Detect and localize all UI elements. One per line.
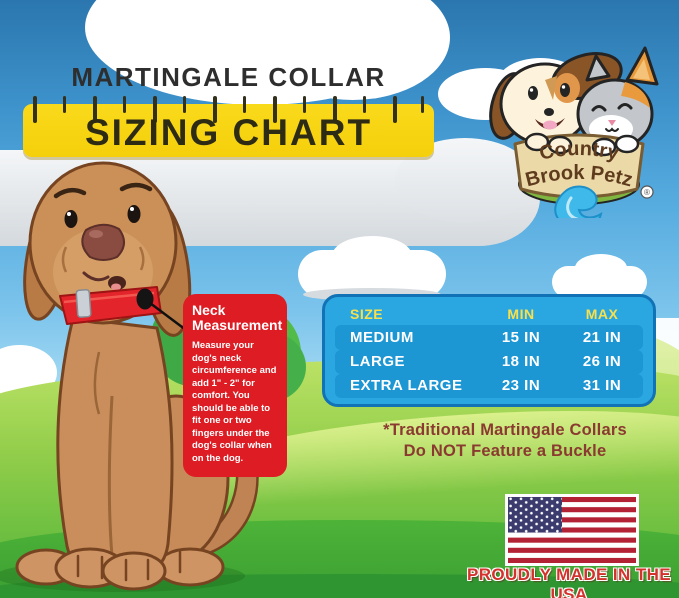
dog-eye-right	[127, 205, 141, 223]
ruler-tick	[33, 96, 37, 123]
buckle-note: *Traditional Martingale Collars Do NOT F…	[345, 420, 665, 462]
sizing-table: SIZE MIN MAX MEDIUM 15 IN 21 IN LARGE 18…	[322, 294, 656, 407]
ruler-tick	[93, 96, 97, 123]
table-row: LARGE 18 IN 26 IN	[335, 349, 643, 374]
cell-min: 23 IN	[501, 377, 541, 395]
ruler-tick	[273, 96, 277, 123]
callout-title: Neck Measurement	[192, 302, 283, 334]
collar-ring	[136, 288, 154, 310]
logo-cat-ear-left-icon	[585, 54, 611, 82]
ruler-title: SIZING CHART	[84, 112, 373, 153]
ruler-tick	[63, 96, 66, 113]
ruler-banner: SIZING CHART	[23, 96, 434, 157]
cloud-mid-sky-lump	[332, 236, 412, 276]
dog-nose	[81, 223, 125, 261]
column-header-min: MIN	[507, 305, 535, 322]
ruler-tick	[333, 96, 337, 123]
table-header-row: SIZE MIN MAX	[335, 302, 643, 325]
ruler-tick	[153, 96, 157, 123]
dog-body	[56, 316, 174, 571]
ruler-tick	[393, 96, 397, 123]
dog-tongue	[111, 283, 121, 291]
cell-min: 18 IN	[501, 353, 541, 371]
cell-size: LARGE	[350, 353, 405, 371]
cell-max: 26 IN	[582, 353, 622, 371]
ruler-tick	[363, 96, 366, 113]
ruler-tick	[303, 96, 306, 113]
note-line-2: Do NOT Feature a Buckle	[403, 442, 607, 461]
cell-max: 31 IN	[582, 377, 622, 395]
column-header-size: SIZE	[350, 305, 384, 322]
made-in-usa-label: PROUDLY MADE IN THE USA	[466, 565, 672, 598]
cloud-top-lump	[255, 0, 450, 100]
us-flag	[505, 494, 639, 566]
neck-measurement-callout: Neck Measurement Measure your dog's neck…	[183, 294, 287, 477]
collar-tag	[75, 288, 92, 318]
brand-logo: Country Brook Petz ®	[489, 46, 659, 218]
table-row: EXTRA LARGE 23 IN 31 IN	[335, 373, 643, 399]
note-line-1: *Traditional Martingale Collars	[383, 421, 627, 439]
ruler-tick	[213, 96, 217, 123]
cloud-small-right-lump	[575, 254, 627, 282]
callout-body: Measure your dog's neck circumference an…	[192, 340, 277, 464]
dog-eye-left	[64, 210, 78, 228]
cell-size: MEDIUM	[350, 328, 414, 346]
table-row: MEDIUM 15 IN 21 IN	[335, 325, 643, 350]
ruler-tick	[421, 96, 424, 113]
registered-mark: ®	[644, 188, 650, 197]
column-header-max: MAX	[585, 305, 619, 322]
ruler-tick	[123, 96, 126, 113]
cell-max: 21 IN	[582, 328, 622, 346]
page-title: MARTINGALE COLLAR	[71, 62, 386, 92]
ruler-tick	[243, 96, 246, 113]
ruler-tick	[183, 96, 186, 113]
cell-min: 15 IN	[501, 328, 541, 346]
cell-size: EXTRA LARGE	[350, 377, 463, 395]
